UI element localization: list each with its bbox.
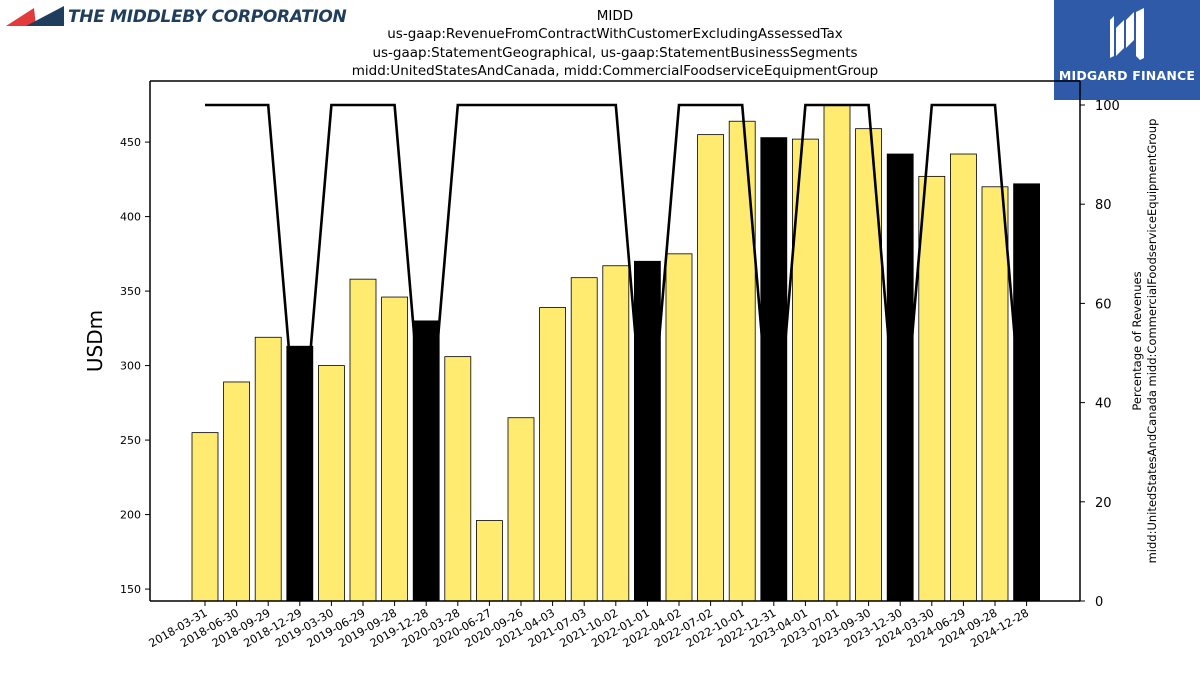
middleby-logo-text: THE MIDDLEBY CORPORATION (68, 7, 347, 27)
y-right-axis-label: midd:UnitedStatesAndCanada midd:Commerci… (1145, 119, 1159, 564)
bar (665, 253, 693, 602)
y-axis-label: USDm (83, 310, 107, 372)
bar (444, 356, 472, 602)
title-line: us-gaap:RevenueFromContractWithCustomerE… (387, 26, 843, 43)
bar (223, 381, 251, 602)
midgard-logo-text: MIDGARD FINANCE (1058, 68, 1196, 83)
bar (381, 296, 409, 602)
bar (950, 153, 977, 602)
bar (475, 520, 503, 602)
y-right-tick-label: 40 (1095, 397, 1112, 412)
bar (349, 278, 377, 602)
y-right-tick-label: 80 (1095, 198, 1112, 213)
bar (981, 186, 1009, 602)
percentage-line (205, 103, 1028, 478)
bar (697, 134, 724, 602)
midgard-logo-mark (1110, 8, 1144, 60)
bar (317, 365, 345, 602)
bar (918, 175, 946, 602)
bar (728, 120, 756, 602)
y-right-tick-label: 100 (1095, 99, 1120, 114)
y-right-tick-label: 0 (1095, 595, 1103, 610)
y-tick-label: 400 (120, 211, 141, 224)
title-line: midd:UnitedStatesAndCanada, midd:Commerc… (351, 62, 879, 79)
bar (254, 336, 282, 602)
y-tick-label: 450 (120, 136, 141, 149)
y-right-tick-label: 20 (1095, 496, 1112, 511)
bar (634, 260, 661, 602)
bar (191, 432, 219, 602)
title-line: MIDD (596, 8, 634, 24)
bar (507, 417, 535, 602)
bar (1013, 183, 1040, 602)
y-right-axis-label: Percentage of Revenues (1130, 271, 1144, 410)
y-tick-label: 200 (120, 509, 141, 522)
middleby-logo-mark (6, 6, 64, 26)
midgard-finance-logo: MIDGARD FINANCE (1054, 0, 1200, 100)
y-tick-label: 250 (120, 434, 141, 447)
y-right-tick-label: 60 (1095, 297, 1112, 312)
y-tick-label: 350 (120, 285, 141, 298)
chart-title: MIDD us-gaap:RevenueFromContractWithCust… (265, 7, 965, 80)
bar (602, 265, 630, 602)
title-line: us-gaap:StatementGeographical, us-gaap:S… (372, 44, 858, 61)
middleby-logo: THE MIDDLEBY CORPORATION (6, 5, 347, 29)
bar (823, 104, 851, 602)
y-tick-label: 150 (120, 583, 141, 596)
bar (539, 307, 566, 602)
y-tick-label: 300 (120, 360, 141, 373)
bar (570, 277, 598, 602)
